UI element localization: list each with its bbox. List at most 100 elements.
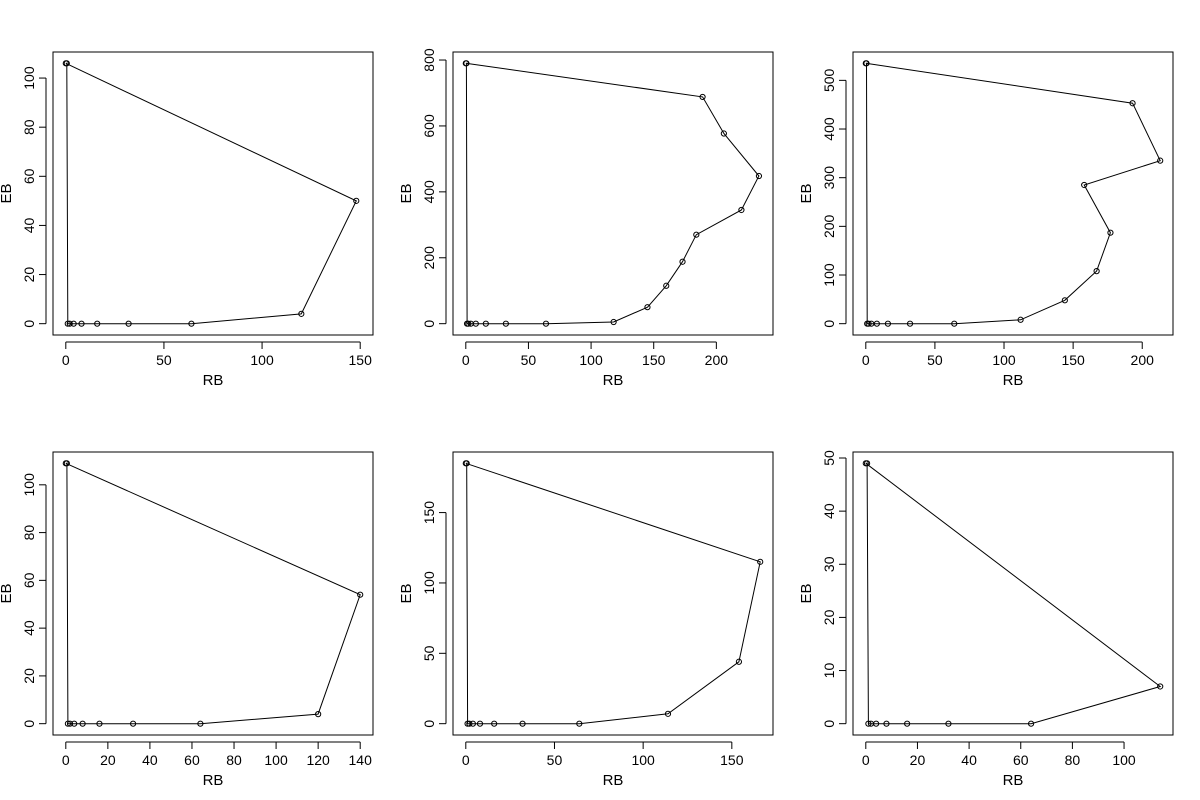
x-axis-title: RB [203, 372, 224, 389]
data-point [466, 720, 473, 727]
x-tick-label: 60 [184, 752, 200, 768]
y-tick-label: 80 [21, 119, 37, 135]
data-point [476, 720, 484, 727]
x-tick-label: 20 [910, 752, 926, 768]
panel-4: 0 20 40 60 80 100 120 140 0 20 40 60 80 100 RB EB [0, 451, 374, 789]
panel-2: 0 50 100 150 200 0 200 400 600 800 RB EB [398, 48, 774, 389]
x-tick-label: 100 [992, 352, 1016, 368]
y-tick-label: 100 [421, 571, 437, 595]
data-point [904, 720, 911, 727]
series-line [865, 462, 1162, 725]
y-tick-label: 20 [21, 267, 37, 283]
x-tick-label: 60 [1013, 752, 1029, 768]
data-point [663, 282, 670, 289]
plot-frame [52, 451, 374, 736]
x-tick-label: 150 [349, 352, 373, 368]
data-point [96, 720, 103, 727]
x-tick-label: 0 [462, 352, 470, 368]
y-tick-label: 400 [421, 180, 437, 204]
series-line [865, 62, 1161, 325]
x-tick-label: 0 [62, 352, 70, 368]
data-point [644, 304, 651, 311]
x-tick-label: 50 [156, 352, 172, 368]
data-point [757, 558, 764, 565]
data-point [884, 320, 892, 327]
data-point [465, 320, 472, 327]
data-point [873, 720, 880, 727]
x-tick-label: 150 [720, 752, 744, 768]
y-tick-label: 20 [821, 609, 837, 625]
y-tick-label: 50 [421, 645, 437, 661]
data-point [129, 720, 137, 727]
data-point [1017, 316, 1024, 323]
y-tick-label: 100 [21, 66, 37, 90]
plot-frame [452, 451, 774, 736]
y-tick-label: 40 [21, 217, 37, 233]
x-tick-label: 100 [250, 352, 274, 368]
y-tick-label: 400 [821, 117, 837, 141]
data-point [315, 711, 322, 718]
y-tick-label: 200 [421, 246, 437, 270]
y-tick-label: 20 [21, 668, 37, 684]
y-tick-label: 0 [421, 320, 437, 328]
data-point [63, 460, 70, 467]
data-point [502, 320, 509, 327]
x-tick-label: 0 [862, 352, 870, 368]
x-axis-title: RB [203, 772, 224, 789]
y-tick-label: 40 [821, 503, 837, 519]
data-point [463, 460, 470, 467]
data-point [865, 720, 872, 727]
data-point [1061, 297, 1068, 304]
x-tick-label: 80 [1065, 752, 1081, 768]
y-tick-label: 0 [821, 320, 837, 328]
data-point [693, 231, 700, 238]
y-tick-label: 50 [821, 450, 837, 466]
data-point [357, 591, 364, 598]
y-tick-label: 0 [421, 720, 437, 728]
plot-frame [452, 51, 774, 336]
data-point [1157, 157, 1164, 164]
x-tick-label: 50 [927, 352, 943, 368]
y-axis-title: EB [0, 583, 15, 603]
x-tick-label: 0 [62, 752, 70, 768]
y-tick-label: 60 [21, 168, 37, 184]
y-tick-label: 200 [821, 214, 837, 238]
y-axis-title: EB [798, 183, 815, 203]
data-point [66, 720, 74, 727]
data-point [945, 720, 952, 727]
x-tick-label: 100 [631, 752, 655, 768]
x-axis-title: RB [1003, 372, 1024, 389]
y-tick-label: 300 [821, 166, 837, 190]
x-tick-label: 40 [961, 752, 977, 768]
y-tick-label: 0 [21, 720, 37, 728]
data-point [79, 720, 86, 727]
panel-3: 0 50 100 150 200 0 100 200 300 400 500 RB EB [798, 51, 1174, 389]
x-tick-label: 50 [547, 752, 563, 768]
panel-6: 0 20 40 60 80 100 0 10 20 30 40 50 RB EB [798, 450, 1174, 789]
data-point [298, 310, 305, 317]
x-tick-label: 0 [462, 752, 470, 768]
data-point [519, 720, 526, 727]
data-point [482, 320, 489, 327]
y-tick-label: 30 [821, 556, 837, 572]
x-tick-label: 200 [1131, 352, 1155, 368]
data-point [125, 320, 132, 327]
data-point [664, 710, 672, 717]
data-point [863, 60, 870, 67]
y-axis-title: EB [398, 183, 415, 203]
y-axis-title: EB [0, 183, 15, 203]
data-point [1129, 100, 1136, 107]
data-point [71, 720, 78, 727]
x-tick-label: 40 [142, 752, 158, 768]
plot-frame [852, 51, 1174, 336]
data-point [463, 60, 470, 67]
data-point [1157, 683, 1164, 690]
data-point [610, 318, 617, 326]
data-point [472, 320, 479, 327]
x-tick-label: 50 [521, 352, 537, 368]
y-tick-label: 100 [21, 473, 37, 497]
x-tick-label: 140 [349, 752, 373, 768]
y-tick-label: 0 [21, 320, 37, 328]
